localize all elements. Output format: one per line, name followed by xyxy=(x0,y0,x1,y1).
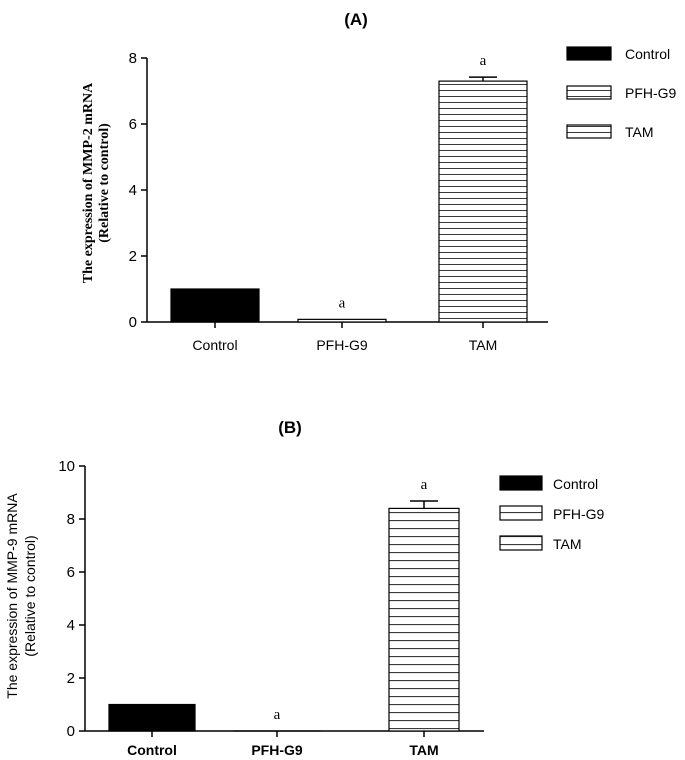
x-tick-label: Control xyxy=(127,742,177,758)
y-tick-label: 0 xyxy=(129,314,137,331)
x-tick-label: PFH-G9 xyxy=(316,337,368,353)
chart-a: (A) The expression of MMP-2 mRNA (Relati… xyxy=(81,10,677,353)
chart-b-title: (B) xyxy=(278,418,302,437)
legend-swatch xyxy=(566,46,612,61)
chart-b-bars: aa xyxy=(108,477,460,732)
y-tick-label: 2 xyxy=(67,670,75,687)
chart-a-legend: Control PFH-G9 TAM xyxy=(566,46,677,140)
chart-a-bars: aa xyxy=(170,53,528,323)
chart-b-x-axis: Control PFH-G9 TAM xyxy=(85,730,484,758)
legend-label: TAM xyxy=(553,536,582,552)
bar-pfh-g9 xyxy=(297,318,387,323)
chart-a-y-axis: 0 2 4 6 8 xyxy=(129,50,148,331)
y-tick-label: 6 xyxy=(129,116,137,133)
bar-tam xyxy=(438,80,528,323)
significance-label: a xyxy=(339,295,346,311)
legend-swatch xyxy=(566,124,612,139)
chart-b: (B) The expression of MMP-9 mRNA (Relati… xyxy=(4,418,605,758)
bar-control xyxy=(108,703,196,732)
legend-label: Control xyxy=(553,476,598,492)
chart-a-ylabel-line2: (Relative to control) xyxy=(97,123,112,243)
x-tick-label: Control xyxy=(192,337,237,353)
x-tick-label: PFH-G9 xyxy=(251,742,303,758)
legend-swatch xyxy=(499,535,543,551)
significance-label: a xyxy=(274,707,281,723)
y-tick-label: 8 xyxy=(67,511,75,528)
chart-b-y-axis: 0 2 4 6 8 10 xyxy=(58,458,86,740)
chart-a-ylabel-line1: The expression of MMP-2 mRNA xyxy=(81,82,96,283)
chart-b-ylabel-line2: (Relative to control) xyxy=(22,535,38,656)
legend-label: PFH-G9 xyxy=(625,85,677,101)
significance-label: a xyxy=(480,53,487,69)
legend-swatch xyxy=(566,85,612,100)
chart-b-legend: Control PFH-G9 TAM xyxy=(499,475,605,552)
legend-swatch xyxy=(499,505,543,521)
y-tick-label: 2 xyxy=(129,248,137,265)
legend-label: PFH-G9 xyxy=(553,506,605,522)
chart-a-title: (A) xyxy=(344,10,368,29)
legend-label: Control xyxy=(625,46,670,62)
y-tick-label: 10 xyxy=(58,458,75,475)
significance-label: a xyxy=(421,477,428,493)
legend-swatch xyxy=(499,475,543,491)
y-tick-label: 4 xyxy=(129,182,137,199)
chart-a-x-axis: Control PFH-G9 TAM xyxy=(147,321,548,353)
bar-control xyxy=(170,288,260,323)
y-tick-label: 4 xyxy=(67,617,75,634)
legend-label: TAM xyxy=(625,124,654,140)
y-tick-label: 8 xyxy=(129,50,137,67)
y-tick-label: 0 xyxy=(67,723,75,740)
bar-tam xyxy=(388,507,460,732)
chart-b-ylabel-line1: The expression of MMP-9 mRNA xyxy=(4,493,20,699)
y-tick-label: 6 xyxy=(67,564,75,581)
x-tick-label: TAM xyxy=(409,742,438,758)
x-tick-label: TAM xyxy=(469,337,498,353)
